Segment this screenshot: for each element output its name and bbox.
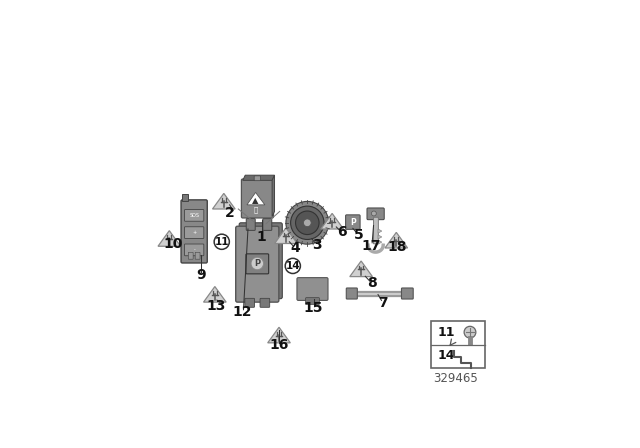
Polygon shape <box>212 194 235 209</box>
FancyBboxPatch shape <box>401 288 413 299</box>
FancyBboxPatch shape <box>374 217 378 244</box>
Polygon shape <box>350 261 372 276</box>
FancyBboxPatch shape <box>241 179 273 218</box>
Text: 11: 11 <box>438 326 455 339</box>
FancyBboxPatch shape <box>305 297 319 305</box>
FancyBboxPatch shape <box>195 252 200 259</box>
Text: -: - <box>193 247 195 252</box>
Circle shape <box>285 258 300 273</box>
Polygon shape <box>204 287 226 302</box>
Polygon shape <box>378 240 382 244</box>
Text: 4: 4 <box>291 241 300 254</box>
Text: 5: 5 <box>354 228 364 242</box>
Circle shape <box>251 257 264 270</box>
Text: 12: 12 <box>233 306 252 319</box>
Circle shape <box>296 211 319 235</box>
Polygon shape <box>268 327 291 343</box>
Text: 11: 11 <box>214 237 229 247</box>
Text: SOS: SOS <box>189 213 199 218</box>
Text: P: P <box>350 218 356 227</box>
Text: 6: 6 <box>337 225 347 239</box>
Circle shape <box>371 211 376 216</box>
Text: 7: 7 <box>378 296 388 310</box>
Circle shape <box>303 219 311 227</box>
Polygon shape <box>182 194 188 201</box>
FancyBboxPatch shape <box>263 219 272 230</box>
Text: 9: 9 <box>196 267 206 281</box>
FancyBboxPatch shape <box>246 254 269 274</box>
Text: 17: 17 <box>362 238 381 253</box>
FancyBboxPatch shape <box>254 176 260 181</box>
Text: 14: 14 <box>438 349 455 362</box>
Circle shape <box>214 234 229 250</box>
FancyBboxPatch shape <box>188 252 193 259</box>
Polygon shape <box>378 229 382 233</box>
Text: 18: 18 <box>387 240 407 254</box>
Text: 13: 13 <box>206 299 225 313</box>
Text: 14: 14 <box>285 261 300 271</box>
Polygon shape <box>243 175 275 181</box>
Polygon shape <box>272 175 275 216</box>
Polygon shape <box>275 228 297 244</box>
FancyBboxPatch shape <box>245 298 255 307</box>
Text: 15: 15 <box>304 302 323 315</box>
Polygon shape <box>321 213 344 229</box>
FancyBboxPatch shape <box>239 223 282 299</box>
FancyBboxPatch shape <box>297 278 328 301</box>
FancyBboxPatch shape <box>260 298 269 307</box>
Text: 1: 1 <box>257 230 267 244</box>
FancyBboxPatch shape <box>184 210 204 221</box>
Polygon shape <box>158 231 180 246</box>
FancyBboxPatch shape <box>246 219 255 230</box>
Text: ▲: ▲ <box>252 196 259 205</box>
Bar <box>431 321 485 368</box>
FancyBboxPatch shape <box>184 244 204 256</box>
Circle shape <box>291 206 324 240</box>
FancyBboxPatch shape <box>346 288 357 299</box>
FancyBboxPatch shape <box>367 208 384 220</box>
Polygon shape <box>378 235 382 239</box>
Text: 16: 16 <box>269 338 289 352</box>
FancyBboxPatch shape <box>184 227 204 238</box>
FancyBboxPatch shape <box>236 226 279 302</box>
Text: 329465: 329465 <box>433 371 478 384</box>
Polygon shape <box>247 193 265 205</box>
Text: 🔒: 🔒 <box>254 207 258 213</box>
Text: 2: 2 <box>225 206 235 220</box>
FancyBboxPatch shape <box>346 215 360 229</box>
Text: 10: 10 <box>164 237 183 251</box>
Circle shape <box>464 326 476 338</box>
Circle shape <box>286 202 329 244</box>
Text: 3: 3 <box>312 238 322 252</box>
FancyBboxPatch shape <box>181 200 207 263</box>
Text: 8: 8 <box>367 276 377 290</box>
Text: P: P <box>254 259 260 268</box>
Polygon shape <box>385 233 408 248</box>
Text: +: + <box>192 230 196 235</box>
